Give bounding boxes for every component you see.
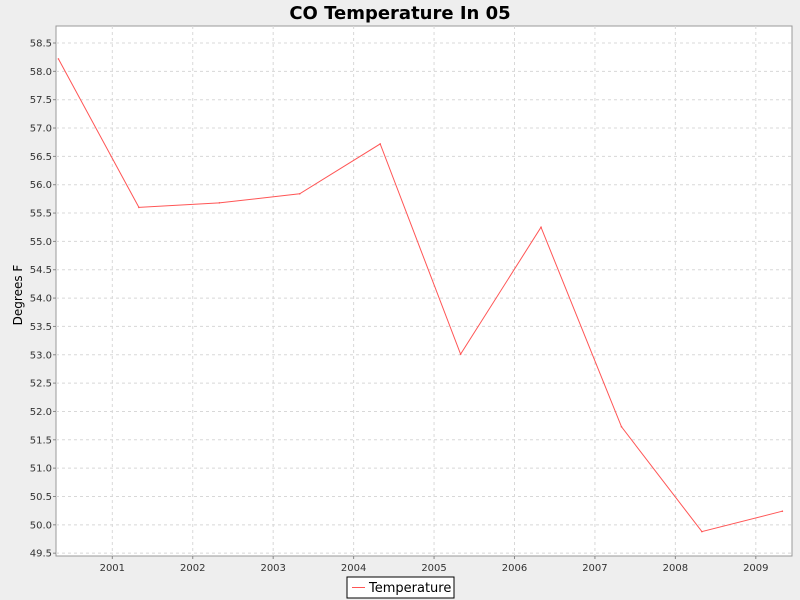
data-point — [298, 192, 301, 195]
legend-label: Temperature — [368, 581, 451, 596]
x-tick-label: 2004 — [341, 563, 366, 574]
y-tick-label: 50.0 — [30, 520, 52, 531]
legend: Temperature — [346, 576, 455, 599]
y-tick-label: 56.0 — [30, 180, 52, 191]
y-axis-label: Degrees F — [11, 265, 25, 326]
data-point — [459, 353, 462, 356]
series-line-temperature — [57, 58, 783, 533]
x-tick-label: 2008 — [663, 563, 688, 574]
series-layer — [57, 58, 784, 533]
data-point — [781, 510, 784, 513]
x-tick-label: 2005 — [421, 563, 446, 574]
x-tick-label: 2007 — [582, 563, 607, 574]
legend-box — [346, 576, 455, 599]
y-tick-label: 53.0 — [30, 350, 52, 361]
x-tick-label: 2009 — [743, 563, 768, 574]
y-tick-label: 51.5 — [30, 435, 52, 446]
data-point — [57, 58, 60, 60]
y-tick-label: 49.5 — [30, 549, 52, 560]
y-tick-label: 52.5 — [30, 379, 52, 390]
y-tick-label: 58.0 — [30, 67, 52, 78]
y-tick-label: 58.5 — [30, 39, 52, 50]
data-point — [540, 226, 542, 229]
grid — [56, 26, 792, 556]
data-point — [379, 143, 381, 145]
y-tick-label: 55.5 — [30, 209, 52, 220]
data-point — [138, 206, 140, 209]
data-point — [701, 530, 703, 533]
x-axis: 2001 2002 2003 2004 2005 2006 2007 2008 2009 — [100, 556, 769, 574]
y-tick-label: 53.5 — [30, 322, 52, 333]
chart-title: CO Temperature In 05 — [289, 3, 510, 24]
data-point — [620, 425, 623, 428]
x-tick-label: 2003 — [260, 563, 285, 574]
y-tick-label: 54.0 — [30, 294, 52, 305]
y-tick-label: 55.0 — [30, 237, 52, 248]
data-point — [218, 202, 221, 204]
x-tick-label: 2001 — [100, 563, 125, 574]
y-tick-label: 57.5 — [30, 95, 52, 106]
y-tick-label: 54.5 — [30, 265, 52, 276]
plot-area — [55, 25, 793, 557]
y-tick-label: 50.5 — [30, 492, 52, 503]
y-tick-label: 56.5 — [30, 152, 52, 163]
y-axis: 49.5 50.0 50.5 51.0 51.5 52.0 52.5 53.0 53.5 54.0… — [30, 39, 56, 560]
y-tick-label: 51.0 — [30, 464, 52, 475]
y-tick-label: 57.0 — [30, 124, 52, 135]
y-tick-label: 52.0 — [30, 407, 52, 418]
x-tick-label: 2002 — [180, 563, 205, 574]
x-tick-label: 2006 — [502, 563, 527, 574]
